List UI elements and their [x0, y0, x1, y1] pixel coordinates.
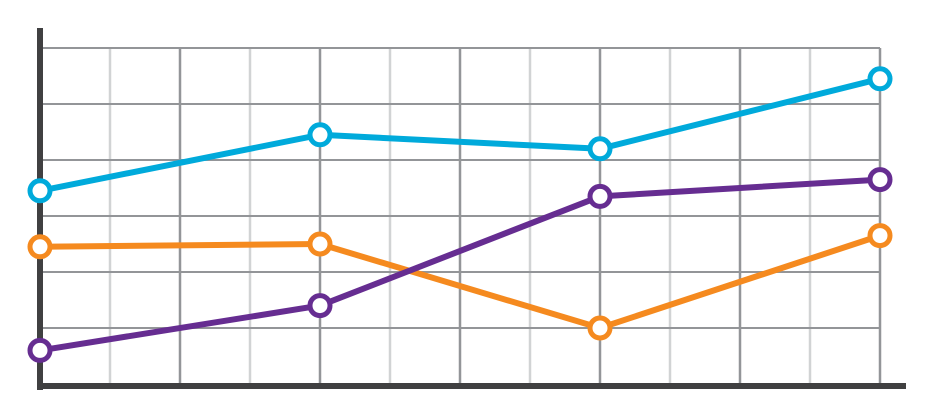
data-point	[307, 293, 333, 319]
data-point	[867, 66, 893, 92]
data-point	[307, 231, 333, 257]
data-point	[867, 167, 893, 193]
data-point	[587, 183, 613, 209]
axes	[37, 28, 906, 390]
data-point	[27, 234, 53, 260]
grid	[40, 47, 882, 384]
data-point	[587, 136, 613, 162]
series-line	[39, 75, 881, 194]
data-point	[307, 122, 333, 148]
data-point	[587, 315, 613, 341]
series-2	[27, 167, 893, 363]
series-line	[39, 232, 881, 331]
data-point	[27, 337, 53, 363]
data-point	[27, 178, 53, 204]
series-line	[39, 176, 881, 354]
series-group	[27, 66, 893, 363]
series-1	[27, 223, 893, 341]
series-0	[27, 66, 893, 204]
data-point	[867, 223, 893, 249]
